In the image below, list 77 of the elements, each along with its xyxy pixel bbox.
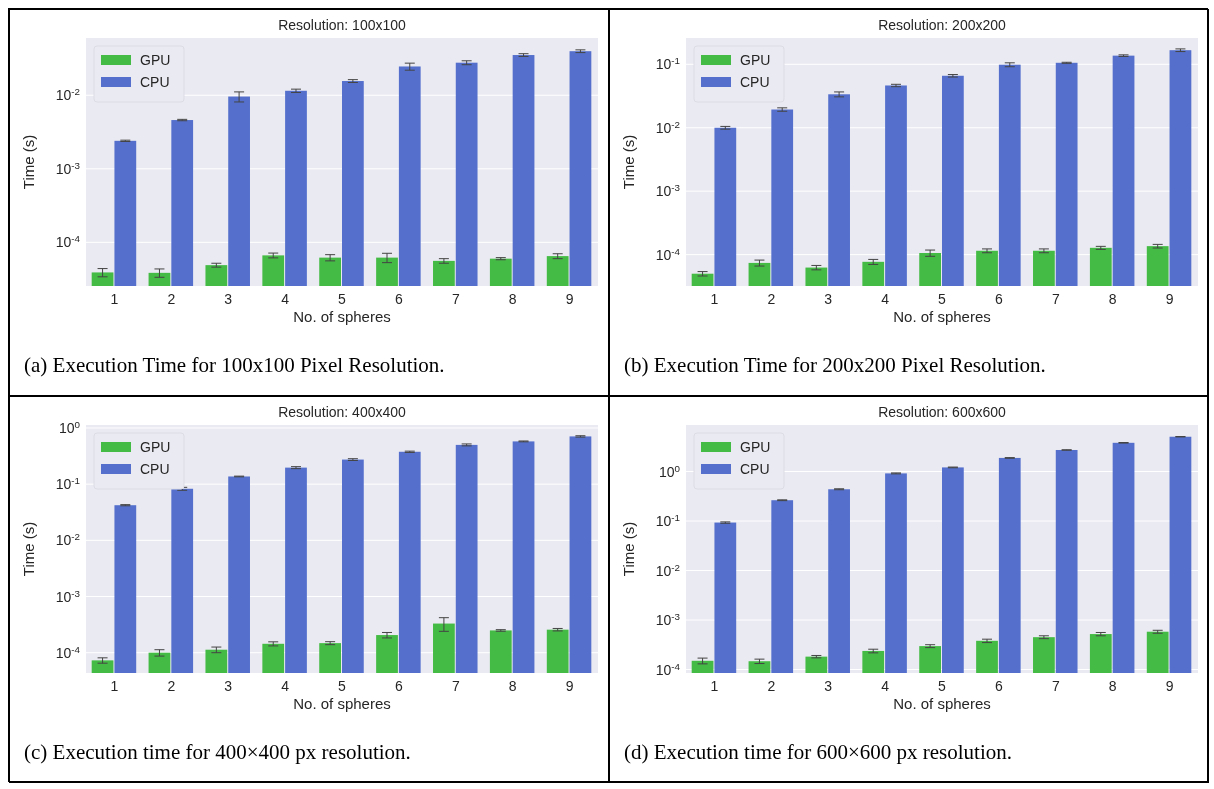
x-tick-label: 2 [167, 291, 176, 307]
y-tick-label: 10$^{-1}$ [655, 54, 680, 73]
x-tick-label: 6 [994, 291, 1003, 307]
x-tick-label: 7 [451, 291, 460, 307]
y-tick-label: 10$^{-2}$ [655, 561, 680, 579]
x-tick-label: 3 [224, 678, 233, 694]
chart-title: Resolution: 400x400 [278, 404, 407, 420]
y-tick-label: 10$^{-4}$ [655, 660, 681, 678]
x-tick-label: 5 [938, 678, 947, 694]
x-axis-title: No. of spheres [293, 308, 391, 325]
text: (b) Execution Time for 200x200 Pixel Resolution. [624, 353, 1046, 377]
y-tick-label: 10$^{-1}$ [655, 511, 680, 530]
x-tick-label: 8 [1108, 678, 1117, 694]
x-tick-label: 4 [881, 678, 890, 694]
y-tick-label: 10$^{-4}$ [55, 643, 81, 661]
x-axis-title: No. of spheres [893, 695, 991, 712]
x-tick-label: 3 [224, 291, 233, 307]
x-axis-title: No. of spheres [893, 308, 991, 325]
x-tick-label: 9 [565, 291, 574, 307]
legend-label: CPU [140, 74, 170, 90]
y-tick-label: 10$^{-3}$ [55, 159, 81, 177]
y-axis-title: Time (s) [620, 521, 637, 577]
y-tick-label: 10$^{-3}$ [655, 610, 681, 629]
x-tick-label: 7 [1051, 678, 1060, 694]
legend-label: CPU [740, 461, 770, 477]
y-tick-label: 10$^{-2}$ [655, 118, 680, 136]
x-tick-label: 4 [881, 291, 890, 307]
x-tick-label: 9 [565, 678, 574, 694]
x-tick-label: 9 [1165, 291, 1174, 307]
x-tick-label: 3 [824, 678, 833, 694]
x-tick-label: 5 [938, 291, 947, 307]
legend-label: GPU [740, 439, 771, 455]
x-tick-label: 2 [167, 678, 176, 694]
x-tick-label: 1 [710, 291, 719, 307]
x-tick-label: 6 [394, 291, 403, 307]
y-axis-title: Time (s) [20, 134, 37, 190]
legend-label: CPU [740, 74, 770, 90]
text: (a) Execution Time for 100x100 Pixel Resolution. [24, 353, 445, 377]
x-tick-label: 2 [767, 291, 776, 307]
legend-label: GPU [740, 52, 771, 68]
y-tick-label: 10$^{-2}$ [55, 85, 80, 104]
y-axis-title: Time (s) [620, 134, 637, 190]
legend-label: CPU [140, 461, 170, 477]
y-tick-label: 10$^{0}$ [58, 418, 81, 436]
x-tick-label: 4 [281, 678, 290, 694]
x-tick-label: 6 [394, 678, 403, 694]
x-tick-label: 4 [281, 291, 290, 307]
text: (d) Execution time for 600×600 px resolution. [624, 740, 1013, 764]
x-tick-label: 5 [338, 291, 347, 307]
x-tick-label: 7 [1051, 291, 1060, 307]
x-tick-label: 9 [1165, 678, 1174, 694]
y-tick-label: 10$^{-3}$ [655, 181, 681, 200]
x-tick-label: 3 [824, 291, 833, 307]
x-tick-label: 7 [451, 678, 460, 694]
text: (c) Execution time for 400×400 px resolution. [24, 740, 411, 764]
y-tick-label: 10$^{-2}$ [55, 530, 80, 549]
y-tick-label: 10$^{0}$ [658, 462, 681, 480]
x-tick-label: 6 [994, 678, 1003, 694]
x-tick-label: 1 [110, 678, 119, 694]
x-tick-label: 8 [1108, 291, 1117, 307]
chart-title: Resolution: 600x600 [878, 404, 1007, 420]
y-tick-label: 10$^{-3}$ [55, 587, 81, 605]
x-tick-label: 2 [767, 678, 776, 694]
x-tick-label: 1 [110, 291, 119, 307]
x-tick-label: 1 [710, 678, 719, 694]
x-tick-label: 8 [508, 291, 517, 307]
chart-title: Resolution: 200x200 [878, 17, 1007, 33]
x-tick-label: 8 [508, 678, 517, 694]
x-tick-label: 5 [338, 678, 347, 694]
y-tick-label: 10$^{-4}$ [55, 232, 81, 251]
legend-label: GPU [140, 439, 171, 455]
legend-label: GPU [140, 52, 171, 68]
chart-title: Resolution: 100x100 [278, 17, 407, 33]
y-axis-title: Time (s) [20, 521, 37, 577]
x-axis-title: No. of spheres [293, 695, 391, 712]
y-tick-label: 10$^{-1}$ [55, 474, 80, 493]
y-tick-label: 10$^{-4}$ [655, 245, 681, 263]
